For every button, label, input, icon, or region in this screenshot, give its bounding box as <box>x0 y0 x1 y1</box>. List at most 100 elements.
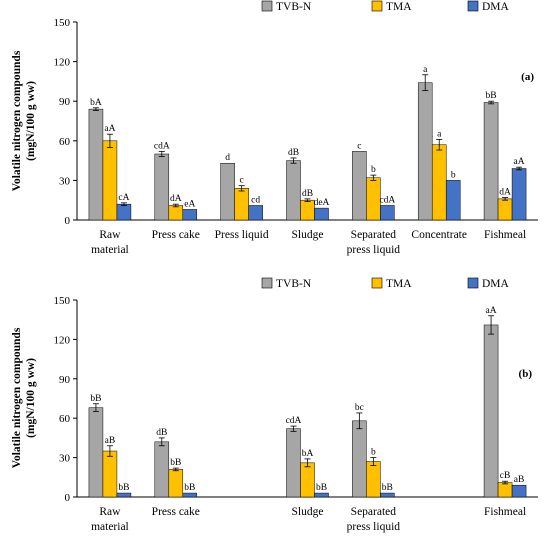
legend-label-tma: TMA <box>386 1 412 13</box>
legend-swatch-tma <box>371 0 383 12</box>
significance-label: aB <box>514 475 525 485</box>
x-category-label-line: press liquid <box>347 521 401 533</box>
x-category-label-line: material <box>91 244 129 256</box>
x-category-label-line: Concentrate <box>411 229 467 241</box>
chart-panel-a: 0 30 60 90 120 150 Volatile nitrogen compounds… <box>11 0 538 256</box>
significance-label: bB <box>118 483 129 493</box>
significance-label: eA <box>184 199 195 209</box>
chart-panel-b: 0 30 60 90 120 150 Volatile nitrogen compounds… <box>11 277 538 533</box>
legend-swatch-dma <box>467 0 479 12</box>
x-category-label-line: material <box>91 521 129 533</box>
bar-tma <box>431 144 447 221</box>
bar-dma <box>116 203 132 221</box>
significance-label: bB <box>170 458 181 468</box>
significance-label: dA <box>170 194 182 204</box>
x-category-label-line: Fishmeal <box>484 229 526 241</box>
bar-dma <box>380 492 395 498</box>
x-category-label: Raw material <box>91 506 129 533</box>
significance-label: bB <box>382 483 393 493</box>
significance-label: cdA <box>379 195 395 205</box>
bar-dma <box>314 207 329 221</box>
x-category-label: Press cake <box>152 506 200 518</box>
panel-label: (b) <box>519 368 533 380</box>
x-category-label-line: Separated <box>351 506 397 518</box>
significance-label: a <box>437 129 442 139</box>
y-tick-label: 60 <box>59 413 71 425</box>
x-category-label: Raw material <box>91 229 129 256</box>
x-category-label: Fishmeal <box>484 229 526 241</box>
x-category-label-line: press liquid <box>347 244 401 256</box>
bar-dma <box>182 492 198 498</box>
x-category-label: Press liquid <box>215 229 269 241</box>
legend-label-dma: DMA <box>482 1 510 13</box>
bar-tvb-n <box>352 420 367 498</box>
y-axis-label-line: Volatile nitrogen compounds <box>11 50 23 191</box>
significance-label: a <box>423 65 428 75</box>
legend-swatch-tma <box>371 277 383 289</box>
bar-dma <box>380 205 395 221</box>
x-category-label: Sludge <box>292 506 324 518</box>
y-tick-label: 60 <box>59 136 71 148</box>
significance-label: aA <box>514 157 525 167</box>
x-category-label-line: Sludge <box>292 229 324 241</box>
y-axis-label: Volatile nitrogen compounds (mgN/100 g ww… <box>11 327 37 468</box>
x-category-label-line: Press cake <box>152 506 200 518</box>
y-axis-label-line: (mgN/100 g ww) <box>25 81 37 161</box>
x-category-label: Concentrate <box>411 229 467 241</box>
y-tick-label: 0 <box>65 492 71 504</box>
significance-label: dA <box>499 188 511 198</box>
bar-tma <box>300 462 315 498</box>
y-tick-label: 120 <box>54 334 71 346</box>
bar-dma <box>314 492 329 498</box>
bar-dma <box>511 484 527 498</box>
x-category-label-line: Press liquid <box>215 229 269 241</box>
significance-label: aA <box>104 124 115 134</box>
bar-tma <box>168 469 184 498</box>
significance-label: aA <box>486 306 497 316</box>
legend-swatch-tvb-n <box>261 277 273 289</box>
legend-label-tvb-n: TVB-N <box>276 1 312 13</box>
significance-label: b <box>371 448 376 458</box>
y-axis-label-line: (mgN/100 g ww) <box>25 358 37 438</box>
bar-tvb-n <box>88 407 104 498</box>
y-tick-label: 90 <box>59 374 71 386</box>
bar-tvb-n <box>154 153 170 221</box>
bar-tma <box>234 188 249 221</box>
significance-label: dB <box>288 148 299 158</box>
legend-label-dma: DMA <box>482 278 510 290</box>
significance-label: bB <box>486 91 497 101</box>
x-category-label-line: Raw <box>99 229 121 241</box>
y-tick-label: 0 <box>65 215 71 227</box>
significance-label: bc <box>355 403 364 413</box>
y-tick-label: 150 <box>54 17 71 29</box>
x-category-label: Separated press liquid <box>347 506 401 533</box>
x-category-label-line: Press cake <box>152 229 200 241</box>
bar-tvb-n <box>286 160 301 221</box>
y-tick-label: 30 <box>59 453 71 465</box>
bar-tma <box>102 450 118 498</box>
bar-dma <box>182 209 198 221</box>
significance-label: dB <box>156 428 167 438</box>
significance-label: bA <box>302 449 314 459</box>
significance-label: c <box>357 141 361 151</box>
significance-label: c <box>240 176 244 186</box>
y-tick-label: 120 <box>54 57 71 69</box>
y-tick-label: 30 <box>59 175 71 187</box>
significance-label: dB <box>302 189 313 199</box>
bar-tma <box>366 177 381 221</box>
bar-tma <box>497 482 513 498</box>
x-category-label-line: Separated <box>351 229 397 241</box>
x-category-label-line: Sludge <box>292 506 324 518</box>
bar-dma <box>445 180 461 221</box>
legend-label-tvb-n: TVB-N <box>276 278 312 290</box>
bar-dma <box>116 492 132 498</box>
significance-label: cdA <box>286 416 302 426</box>
bar-tvb-n <box>286 428 301 498</box>
legend-swatch-tvb-n <box>261 0 273 12</box>
bar-tvb-n <box>220 162 235 221</box>
x-category-label: Sludge <box>292 229 324 241</box>
y-axis-label: Volatile nitrogen compounds (mgN/100 g ww… <box>11 50 37 191</box>
significance-label: bB <box>90 394 101 404</box>
significance-label: cdA <box>154 141 170 151</box>
legend-label-tma: TMA <box>386 278 412 290</box>
